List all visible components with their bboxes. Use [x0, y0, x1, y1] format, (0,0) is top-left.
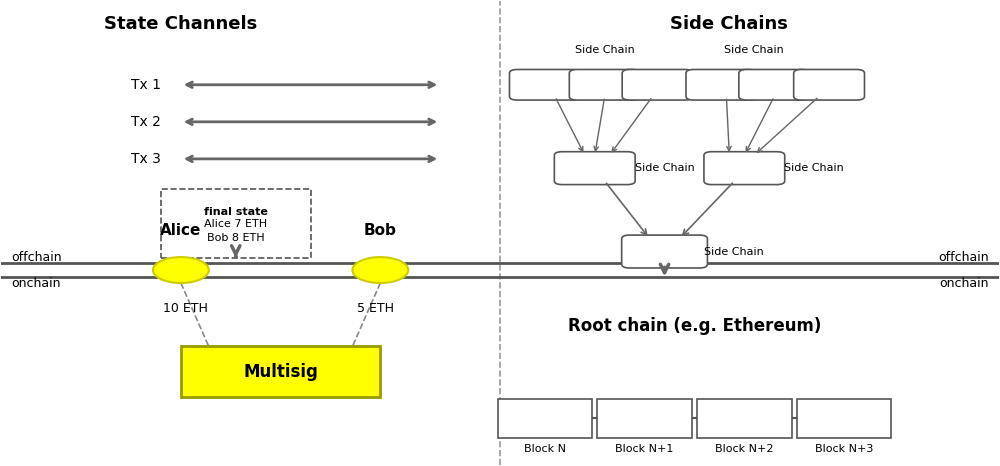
Text: onchain: onchain [939, 276, 989, 289]
Text: Block N+3: Block N+3 [815, 444, 873, 454]
Text: offchain: offchain [938, 251, 989, 264]
Text: Tx 1: Tx 1 [131, 78, 161, 92]
Circle shape [352, 257, 408, 283]
Text: 5 ETH: 5 ETH [357, 302, 394, 315]
Circle shape [153, 257, 209, 283]
Text: offchain: offchain [11, 251, 62, 264]
FancyBboxPatch shape [597, 398, 692, 438]
Text: Side Chain: Side Chain [724, 45, 784, 55]
FancyBboxPatch shape [569, 69, 640, 100]
Text: Tx 3: Tx 3 [131, 152, 161, 166]
Text: Tx 2: Tx 2 [131, 115, 161, 129]
Text: 10 ETH: 10 ETH [163, 302, 208, 315]
FancyBboxPatch shape [161, 189, 311, 259]
Text: Side Chain: Side Chain [704, 247, 764, 256]
Text: Block N+1: Block N+1 [615, 444, 674, 454]
Text: Alice: Alice [160, 223, 202, 238]
Text: Block N: Block N [524, 444, 566, 454]
FancyBboxPatch shape [794, 69, 864, 100]
Text: Bob: Bob [364, 223, 397, 238]
Text: Side Chain: Side Chain [575, 45, 635, 55]
FancyBboxPatch shape [181, 347, 380, 397]
Text: Side Chain: Side Chain [784, 163, 844, 173]
Text: State Channels: State Channels [104, 15, 258, 33]
Text: onchain: onchain [11, 276, 61, 289]
FancyBboxPatch shape [797, 398, 891, 438]
FancyBboxPatch shape [498, 398, 592, 438]
FancyBboxPatch shape [622, 69, 693, 100]
FancyBboxPatch shape [509, 69, 580, 100]
FancyBboxPatch shape [686, 69, 757, 100]
FancyBboxPatch shape [697, 398, 792, 438]
Text: Root chain (e.g. Ethereum): Root chain (e.g. Ethereum) [568, 316, 821, 335]
Text: Alice 7 ETH: Alice 7 ETH [204, 219, 267, 229]
FancyBboxPatch shape [622, 235, 707, 268]
FancyBboxPatch shape [739, 69, 810, 100]
Text: final state: final state [204, 207, 268, 217]
Text: Bob 8 ETH: Bob 8 ETH [207, 233, 265, 243]
FancyBboxPatch shape [704, 152, 785, 185]
Text: Side Chain: Side Chain [635, 163, 694, 173]
Text: Multisig: Multisig [243, 363, 318, 381]
FancyBboxPatch shape [554, 152, 635, 185]
Text: Block N+2: Block N+2 [715, 444, 774, 454]
Text: Side Chains: Side Chains [670, 15, 788, 33]
